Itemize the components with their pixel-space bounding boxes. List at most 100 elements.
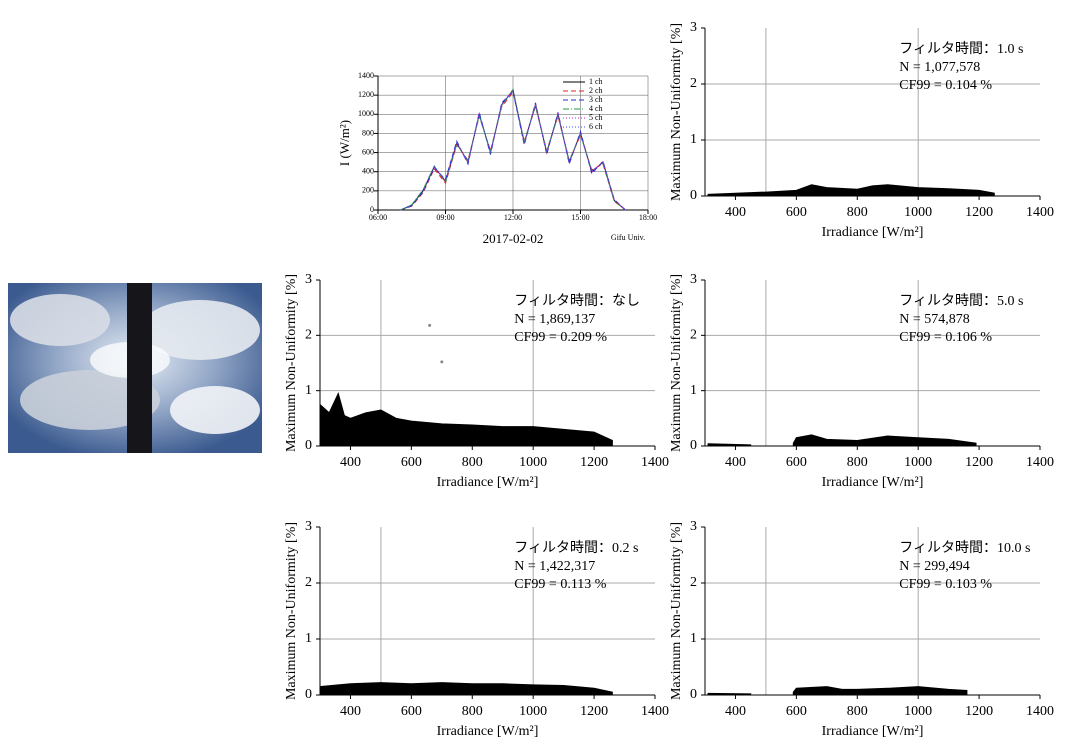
- panel-note: フィルタ時間：なし: [514, 293, 640, 309]
- x-tick-label: 1000: [904, 455, 932, 470]
- legend-label: 6 ch: [589, 122, 603, 131]
- x-tick-label: 1200: [965, 205, 993, 220]
- x-tick-label: 1400: [1026, 455, 1054, 470]
- panel-note: CF99 = 0.106 %: [899, 330, 992, 345]
- sky-photo: [8, 283, 262, 453]
- y-tick-label: 3: [690, 519, 697, 534]
- panel-note: フィルタ時間：5.0 s: [899, 293, 1023, 309]
- y-tick-label: 1: [690, 383, 697, 398]
- x-tick-label: 06:00: [369, 213, 387, 222]
- x-axis-label: Irradiance [W/m²]: [822, 225, 924, 240]
- y-tick-label: 2: [690, 575, 697, 590]
- y-tick-label: 3: [690, 20, 697, 35]
- y-tick-label: 2: [690, 76, 697, 91]
- legend-label: 5 ch: [589, 113, 603, 122]
- x-tick-label: 1400: [1026, 704, 1054, 719]
- panel-note: フィルタ時間：10.0 s: [899, 540, 1030, 556]
- outlier-point: [428, 323, 432, 327]
- x-tick-label: 600: [786, 704, 807, 719]
- x-tick-label: 1400: [641, 455, 669, 470]
- y-tick-label: 400: [362, 167, 374, 176]
- data-envelope: [707, 686, 968, 696]
- panel-note: N = 1,077,578: [899, 60, 980, 75]
- x-tick-label: 400: [340, 704, 361, 719]
- x-tick-label: 400: [725, 455, 746, 470]
- x-tick-label: 800: [847, 704, 868, 719]
- panel-note: N = 299,494: [899, 559, 970, 574]
- y-tick-label: 0: [690, 438, 697, 453]
- y-tick-label: 1200: [358, 90, 374, 99]
- y-tick-label: 3: [305, 519, 312, 534]
- legend-label: 1 ch: [589, 77, 603, 86]
- x-axis-label: Irradiance [W/m²]: [437, 475, 539, 490]
- panel-note: CF99 = 0.209 %: [514, 330, 607, 345]
- panel-note: CF99 = 0.104 %: [899, 78, 992, 93]
- y-tick-label: 1000: [358, 109, 374, 118]
- x-tick-label: 600: [401, 704, 422, 719]
- y-tick-label: 2: [305, 575, 312, 590]
- x-axis-label: Irradiance [W/m²]: [822, 475, 924, 490]
- outlier-point: [440, 360, 444, 364]
- x-axis-label: Irradiance [W/m²]: [822, 724, 924, 739]
- y-axis-label: Maximum Non-Uniformity [%]: [669, 274, 684, 452]
- legend-label: 3 ch: [589, 95, 603, 104]
- data-envelope: [319, 391, 613, 447]
- y-tick-label: 1: [305, 383, 312, 398]
- panel-note: CF99 = 0.103 %: [899, 577, 992, 592]
- x-tick-label: 400: [725, 205, 746, 220]
- y-tick-label: 0: [690, 687, 697, 702]
- panel-note: N = 1,869,137: [514, 312, 595, 327]
- x-tick-label: 800: [847, 455, 868, 470]
- y-axis-label: Maximum Non-Uniformity [%]: [669, 522, 684, 700]
- legend-label: 4 ch: [589, 104, 603, 113]
- x-tick-label: 600: [786, 205, 807, 220]
- data-envelope: [707, 434, 977, 447]
- x-tick-label: 600: [786, 455, 807, 470]
- x-tick-label: 18:00: [639, 213, 657, 222]
- y-axis-label: Maximum Non-Uniformity [%]: [284, 274, 299, 452]
- x-tick-label: 15:00: [571, 213, 589, 222]
- y-tick-label: 1: [690, 132, 697, 147]
- panel-note: N = 1,422,317: [514, 559, 595, 574]
- x-tick-label: 600: [401, 455, 422, 470]
- y-axis-label: Maximum Non-Uniformity [%]: [669, 23, 684, 201]
- y-axis-label: I (W/m²): [337, 120, 352, 166]
- y-tick-label: 3: [690, 272, 697, 287]
- y-tick-label: 0: [305, 438, 312, 453]
- annotation: Gifu Univ.: [611, 233, 645, 242]
- y-tick-label: 1: [690, 631, 697, 646]
- data-envelope: [319, 682, 613, 696]
- x-axis-label: Irradiance [W/m²]: [437, 724, 539, 739]
- y-tick-label: 2: [690, 328, 697, 343]
- y-tick-label: 200: [362, 186, 374, 195]
- x-tick-label: 1200: [965, 704, 993, 719]
- panel-note: フィルタ時間：1.0 s: [899, 41, 1023, 57]
- y-tick-label: 2: [305, 328, 312, 343]
- y-tick-label: 0: [305, 687, 312, 702]
- x-tick-label: 1200: [965, 455, 993, 470]
- x-tick-label: 1200: [580, 704, 608, 719]
- y-tick-label: 600: [362, 147, 374, 156]
- x-tick-label: 1400: [1026, 205, 1054, 220]
- panel-note: CF99 = 0.113 %: [514, 577, 607, 592]
- x-tick-label: 1000: [904, 205, 932, 220]
- x-tick-label: 12:00: [504, 213, 522, 222]
- y-axis-label: Maximum Non-Uniformity [%]: [284, 522, 299, 700]
- x-axis-label: 2017-02-02: [483, 231, 544, 246]
- y-tick-label: 3: [305, 272, 312, 287]
- y-tick-label: 1400: [358, 71, 374, 80]
- y-tick-label: 0: [370, 205, 374, 214]
- y-tick-label: 1: [305, 631, 312, 646]
- x-tick-label: 400: [725, 704, 746, 719]
- data-envelope: [707, 184, 995, 197]
- panel-note: フィルタ時間：0.2 s: [514, 540, 638, 556]
- y-tick-label: 800: [362, 128, 374, 137]
- x-tick-label: 400: [340, 455, 361, 470]
- x-tick-label: 800: [462, 455, 483, 470]
- x-tick-label: 1000: [519, 704, 547, 719]
- x-tick-label: 1400: [641, 704, 669, 719]
- x-tick-label: 1200: [580, 455, 608, 470]
- x-tick-label: 09:00: [436, 213, 454, 222]
